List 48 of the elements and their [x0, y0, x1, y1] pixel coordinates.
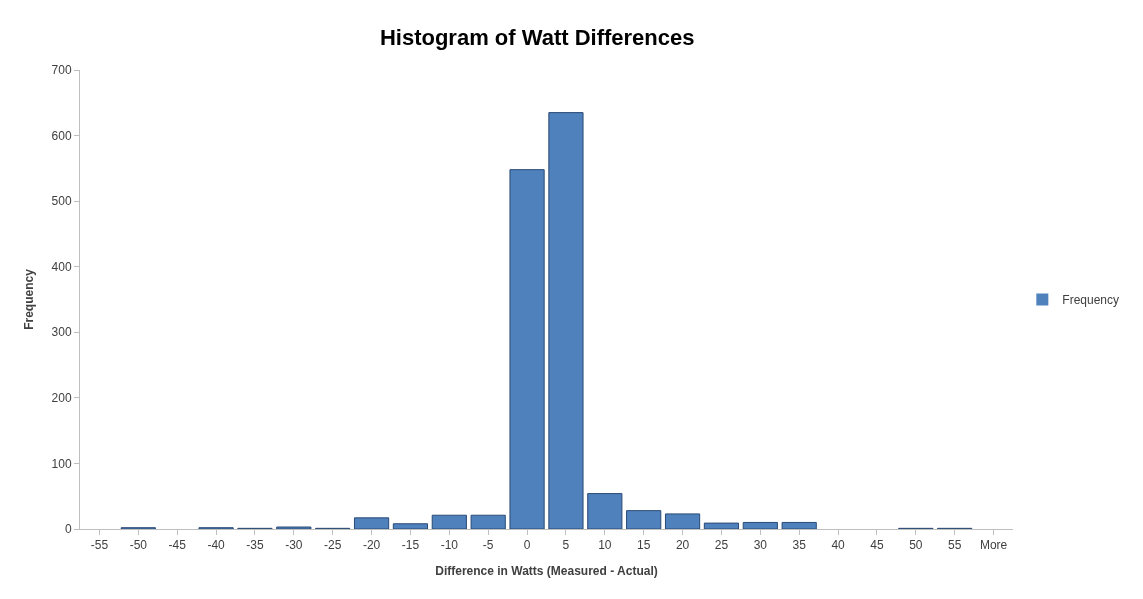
- x-tick-label: 55: [948, 538, 962, 553]
- y-tick-label: 600: [51, 128, 72, 143]
- x-tick-label: More: [979, 538, 1008, 553]
- x-tick-label: 25: [714, 538, 729, 553]
- x-tick-label: 10: [598, 538, 612, 553]
- y-tick-label: 200: [51, 391, 72, 406]
- x-tick-label: 15: [637, 538, 651, 553]
- y-axis-title: Frequency: [21, 268, 36, 330]
- bar: [470, 514, 506, 529]
- y-tick-label: 700: [51, 63, 72, 78]
- x-tick-label: 45: [870, 538, 884, 553]
- x-tick-label: 40: [831, 538, 846, 553]
- x-tick-label: 35: [792, 538, 807, 553]
- y-tick-label: 100: [51, 456, 72, 471]
- bar: [781, 521, 817, 529]
- bar: [626, 510, 662, 529]
- x-tick-label: -30: [285, 538, 303, 553]
- y-tick-label: 0: [64, 522, 72, 537]
- bar: [664, 513, 701, 529]
- x-tick-label: -40: [207, 538, 226, 553]
- x-tick-label: 50: [909, 538, 923, 553]
- bar: [548, 112, 584, 529]
- x-tick-label: -5: [482, 538, 494, 553]
- x-tick-label: -50: [129, 538, 148, 553]
- bar: [742, 521, 778, 529]
- chart-title: Histogram of Watt Differences: [379, 25, 695, 51]
- x-tick-label: -45: [168, 538, 187, 553]
- legend-label: Frequency: [1062, 293, 1120, 308]
- y-tick-label: 400: [51, 259, 72, 274]
- y-tick-label: 300: [51, 325, 72, 340]
- y-tick-label: 500: [51, 194, 72, 209]
- bar: [431, 514, 467, 529]
- bar: [353, 517, 390, 529]
- bar: [703, 522, 740, 529]
- bar: [509, 169, 545, 529]
- x-tick-label: 30: [753, 538, 768, 553]
- x-tick-label: -10: [440, 538, 459, 553]
- x-tick-label: 0: [523, 538, 531, 553]
- x-tick-label: -55: [90, 538, 109, 553]
- bar: [392, 523, 429, 529]
- x-tick-label: -20: [362, 538, 381, 553]
- x-axis-title: Difference in Watts (Measured - Actual): [435, 564, 658, 579]
- x-tick-label: 5: [562, 538, 570, 553]
- bar: [587, 493, 623, 529]
- x-tick-label: -15: [401, 538, 420, 553]
- x-tick-label: 20: [675, 538, 690, 553]
- x-tick-label: -35: [246, 538, 264, 553]
- x-tick-label: -25: [324, 538, 342, 553]
